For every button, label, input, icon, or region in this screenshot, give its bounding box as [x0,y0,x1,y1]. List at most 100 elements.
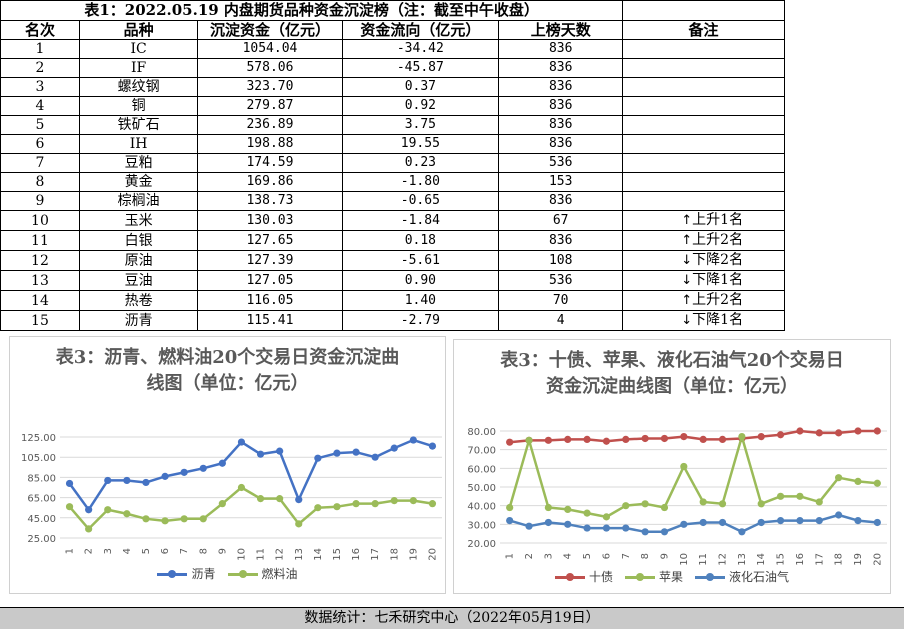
x-tick-label: 7 [179,548,190,554]
note-text: 上升2名 [692,232,744,248]
data-point [815,517,823,525]
data-point [776,431,785,439]
table-row: 6 IH 198.88 19.55 836 [0,134,904,154]
data-point [660,528,669,536]
x-tick-label: 12 [718,553,729,566]
data-point [873,427,881,435]
y-tick-label: 20.00 [467,539,496,550]
note-cell [622,115,785,135]
title-blank-cell [622,0,785,21]
y-tick-label: 85.00 [27,473,56,484]
note-cell: ↑上升2名 [622,230,785,251]
rank-cell: 9 [0,191,80,211]
flow-cell: -1.84 [341,210,500,231]
x-tick-label: 17 [370,548,381,561]
name-cell: 原油 [78,250,199,271]
outside-cell [784,154,903,173]
x-tick-label: 1 [65,548,76,554]
x-tick-label: 8 [640,553,651,559]
outside-cell [784,211,903,231]
chart-legend: 十债 苹果 液化石油气 [454,568,890,585]
data-point [123,510,131,518]
x-tick-label: 19 [408,548,419,561]
table-row: 2 IF 578.06 -45.87 836 [0,58,904,78]
days-cell: 4 [498,310,624,331]
x-tick-label: 8 [198,548,209,554]
data-point [564,505,572,513]
legend-swatch [624,573,655,581]
capital-cell: 323.70 [197,77,343,97]
data-point [796,427,804,435]
data-point [757,500,765,508]
x-tick-label: 9 [659,553,670,559]
data-point [544,503,552,512]
flow-cell: 3.75 [341,115,500,135]
name-cell: 铜 [78,96,199,116]
note-text: 上升1名 [692,212,744,228]
capital-cell: 130.03 [197,210,343,231]
data-point [660,434,669,443]
table-row: 9 棕榈油 138.73 -0.65 836 [0,191,904,211]
table-row: 13 豆油 127.05 0.90 536 ↓下降1名 [0,270,904,291]
data-point [104,476,112,485]
days-cell: 836 [498,58,624,78]
days-cell: 536 [498,153,624,173]
legend-item: 十债 [554,570,613,584]
rank-cell: 2 [0,58,80,78]
footer-source: 数据统计：七禾研究中心（2022年05月19日） [0,607,904,629]
data-point [641,434,649,443]
chart-legend: 沥青 燃料油 [10,565,445,582]
x-tick-label: 10 [236,548,247,561]
name-cell: IC [78,39,199,59]
data-point [506,438,514,446]
x-tick-label: 10 [679,553,690,566]
days-cell: 536 [498,270,624,291]
data-point [409,497,417,505]
flow-cell: 19.55 [341,134,500,154]
x-tick-label: 4 [563,553,574,559]
header-note: 备注 [622,20,785,40]
note-cell: ↓下降2名 [622,250,785,271]
outside-cell [784,116,903,135]
data-point [873,479,881,487]
y-tick-label: 60.00 [467,464,496,475]
x-tick-label: 11 [698,553,709,566]
series-line [508,435,878,519]
data-point [699,435,707,443]
legend-swatch [227,570,258,578]
rank-cell: 12 [0,250,80,271]
y-tick-label: 70.00 [467,446,496,457]
table-row: 12 原油 127.39 -5.61 108 ↓下降2名 [0,250,904,271]
note-text: 下降1名 [692,272,744,288]
data-point [276,447,284,455]
data-point [718,518,727,527]
outside-cell [784,291,903,311]
days-cell: 836 [498,191,624,211]
header-days: 上榜天数 [498,20,624,40]
x-tick-label: 18 [389,548,400,561]
table-row: 14 热卷 116.05 1.40 70 ↑上升2名 [0,290,904,311]
data-point [409,436,417,444]
rank-cell: 5 [0,115,80,135]
legend-label: 液化石油气 [729,570,790,584]
rank-cell: 6 [0,134,80,154]
legend-label: 燃料油 [261,567,298,581]
data-point [218,459,226,467]
outside-cell [784,271,903,291]
data-point [314,454,322,462]
table-row: 4 铜 279.87 0.92 836 [0,96,904,116]
data-point [776,517,785,525]
data-point [602,437,611,445]
days-cell: 70 [498,290,624,311]
note-cell: ↑上升2名 [622,290,785,311]
name-cell: 热卷 [78,290,199,311]
capital-cell: 127.65 [197,230,343,251]
name-cell: IF [78,58,199,78]
legend-item: 燃料油 [227,567,298,581]
x-tick-label: 2 [524,553,535,559]
x-tick-label: 12 [275,548,286,561]
rank-cell: 10 [0,210,80,231]
data-point [314,504,322,512]
outside-cell [784,311,903,331]
data-point [641,528,649,536]
